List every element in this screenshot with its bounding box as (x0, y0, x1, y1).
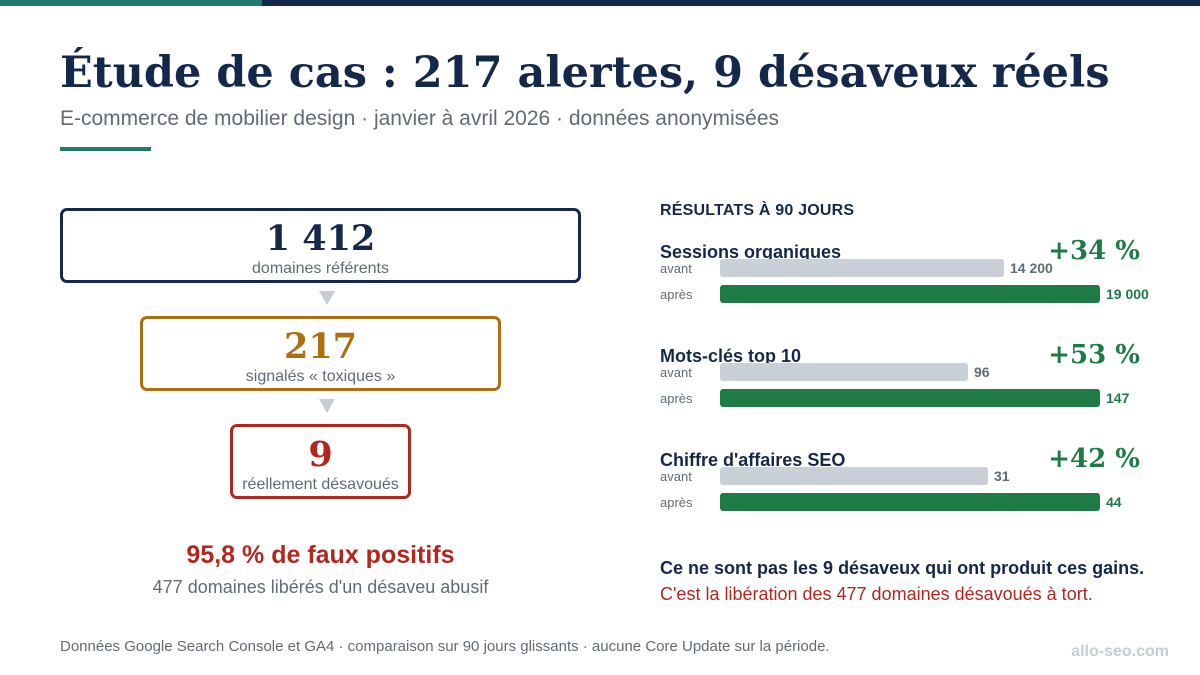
metric-seo-revenue: Chiffre d'affaires SEO +42 % avant 31 ap… (660, 444, 1160, 539)
after-value: 19 000 (1106, 286, 1149, 302)
after-bar-track: 19 000 (720, 285, 1149, 303)
funnel-label: signalés « toxiques » (245, 368, 396, 385)
brand-logo-text: allo-seo.com (1071, 643, 1169, 660)
conclusion-statement: Ce ne sont pas les 9 désaveux qui ont pr… (660, 558, 1145, 578)
before-row-label: avant (660, 261, 692, 276)
title-underline (60, 147, 151, 151)
before-bar (720, 467, 988, 485)
funnel-label: réellement désavoués (242, 476, 399, 493)
before-bar-track: 14 200 (720, 259, 1100, 277)
before-row-label: avant (660, 365, 692, 380)
before-value: 96 (974, 364, 990, 380)
footer-note: Données Google Search Console et GA4 · c… (60, 638, 830, 655)
conclusion-emphasis: C'est la libération des 477 domaines dés… (660, 584, 1093, 604)
metric-change: +34 % (1048, 236, 1140, 266)
after-value: 147 (1106, 390, 1130, 406)
results-heading: RÉSULTATS À 90 JOURS (660, 202, 855, 219)
funnel-value: 9 (308, 434, 333, 475)
after-bar-track: 44 (720, 493, 1122, 511)
after-bar (720, 493, 1100, 511)
false-positive-subtext: 477 domaines libérés d'un désaveu abusif (152, 577, 489, 597)
after-bar-track: 147 (720, 389, 1129, 407)
funnel-arrow-down-icon (319, 291, 335, 305)
metric-change: +42 % (1048, 444, 1140, 474)
before-bar (720, 363, 968, 381)
page-subtitle: E-commerce de mobilier design · janvier … (60, 107, 780, 130)
before-bar-track: 31 (720, 467, 1100, 485)
after-value: 44 (1106, 494, 1122, 510)
funnel-box-referring-domains: 1 412 domaines référents (60, 208, 581, 283)
before-value: 14 200 (1010, 260, 1053, 276)
top-accent-bar (0, 0, 1200, 6)
after-bar (720, 285, 1100, 303)
false-positive-headline: 95,8 % de faux positifs (186, 541, 455, 569)
metric-label: Chiffre d'affaires SEO (660, 450, 846, 470)
before-value: 31 (994, 468, 1010, 484)
metric-label: Mots-clés top 10 (660, 346, 802, 366)
funnel-label: domaines référents (252, 260, 389, 277)
after-row-label: après (660, 495, 693, 510)
funnel-value: 1 412 (265, 218, 376, 259)
metric-organic-sessions: Sessions organiques +34 % avant 14 200 a… (660, 236, 1160, 331)
top-accent-navy (262, 0, 1200, 6)
metric-change: +53 % (1048, 340, 1140, 370)
page-title: Étude de cas : 217 alertes, 9 désaveux r… (60, 48, 1110, 98)
funnel-value: 217 (283, 326, 358, 367)
funnel-box-disavowed: 9 réellement désavoués (230, 424, 411, 499)
after-row-label: après (660, 287, 693, 302)
after-row-label: après (660, 391, 693, 406)
funnel-arrow-down-icon (319, 399, 335, 413)
metric-label: Sessions organiques (660, 242, 842, 262)
before-bar-track: 96 (720, 363, 1100, 381)
metric-top10-keywords: Mots-clés top 10 +53 % avant 96 après 14… (660, 340, 1160, 435)
before-bar (720, 259, 1004, 277)
funnel-box-flagged-toxic: 217 signalés « toxiques » (140, 316, 501, 391)
top-accent-teal (0, 0, 262, 6)
after-bar (720, 389, 1100, 407)
before-row-label: avant (660, 469, 692, 484)
